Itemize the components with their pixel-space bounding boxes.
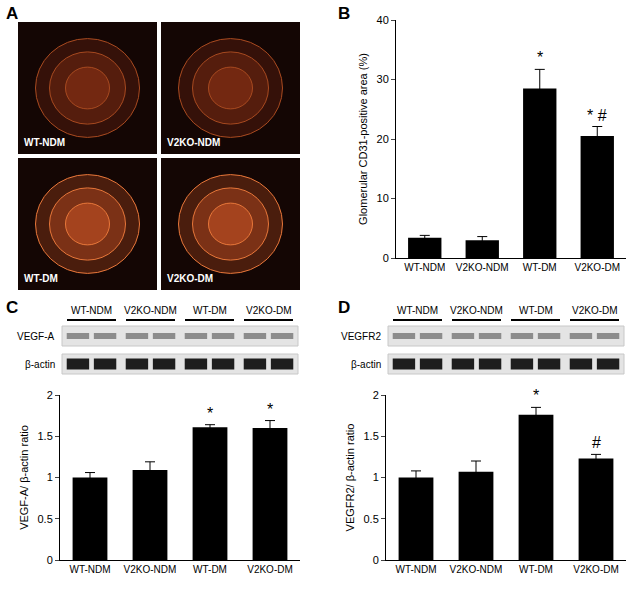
svg-text:Glomerular CD31-positive area: Glomerular CD31-positive area (%) [357,53,369,225]
svg-text:* #: * # [587,107,607,124]
svg-text:WT-DM: WT-DM [519,305,553,316]
svg-text:10: 10 [377,192,389,204]
svg-text:WT-NDM: WT-NDM [397,305,438,316]
svg-text:V2KO-NDM: V2KO-NDM [456,262,509,273]
svg-text:20: 20 [377,133,389,145]
svg-text:0.5: 0.5 [38,513,53,525]
svg-text:1.5: 1.5 [364,430,379,442]
svg-text:WT-NDM: WT-NDM [395,564,436,575]
svg-text:V2KO-NDM: V2KO-NDM [124,564,177,575]
svg-text:β-actin: β-actin [25,359,55,370]
svg-text:V2KO-NDM: V2KO-NDM [124,305,177,316]
svg-text:WT-DM: WT-DM [523,262,557,273]
svg-text:*: * [267,401,273,418]
svg-text:VEGF-A/ β-actin ratio: VEGF-A/ β-actin ratio [18,425,30,530]
svg-text:B: B [338,4,350,23]
svg-text:WT-DM: WT-DM [193,305,227,316]
svg-text:40: 40 [377,14,389,26]
svg-text:WT-NDM: WT-NDM [404,262,445,273]
svg-text:*: * [537,49,543,66]
svg-text:2: 2 [47,389,53,401]
svg-text:VEGFR2: VEGFR2 [341,331,381,342]
svg-text:V2KO-DM: V2KO-DM [167,273,213,284]
svg-text:*: * [207,405,213,422]
svg-text:V2KO-NDM: V2KO-NDM [450,305,503,316]
svg-text:V2KO-DM: V2KO-DM [573,564,619,575]
svg-text:2: 2 [373,389,379,401]
svg-text:WT-NDM: WT-NDM [71,305,112,316]
svg-text:WT-DM: WT-DM [193,564,227,575]
svg-text:WT-DM: WT-DM [24,273,58,284]
svg-text:WT-DM: WT-DM [519,564,553,575]
svg-text:V2KO-NDM: V2KO-NDM [450,564,503,575]
svg-text:V2KO-DM: V2KO-DM [247,564,293,575]
svg-text:D: D [338,298,350,317]
svg-text:1.5: 1.5 [38,430,53,442]
svg-text:30: 30 [377,73,389,85]
svg-text:V2KO-NDM: V2KO-NDM [167,137,220,148]
svg-text:*: * [533,387,539,404]
svg-text:0: 0 [383,252,389,264]
svg-text:β-actin: β-actin [351,359,381,370]
svg-text:WT-NDM: WT-NDM [69,564,110,575]
svg-text:WT-NDM: WT-NDM [24,137,65,148]
svg-text:A: A [6,4,18,23]
svg-text:VEGFR2/ β-actin ratio: VEGFR2/ β-actin ratio [344,424,356,532]
svg-text:C: C [6,298,18,317]
svg-text:V2KO-DM: V2KO-DM [572,305,618,316]
svg-text:0: 0 [47,554,53,566]
svg-text:VEGF-A: VEGF-A [17,331,55,342]
svg-text:V2KO-DM: V2KO-DM [574,262,620,273]
svg-text:1: 1 [373,471,379,483]
svg-text:#: # [592,434,601,451]
svg-text:1: 1 [47,471,53,483]
svg-text:0.5: 0.5 [364,513,379,525]
svg-text:0: 0 [373,554,379,566]
svg-text:V2KO-DM: V2KO-DM [246,305,292,316]
